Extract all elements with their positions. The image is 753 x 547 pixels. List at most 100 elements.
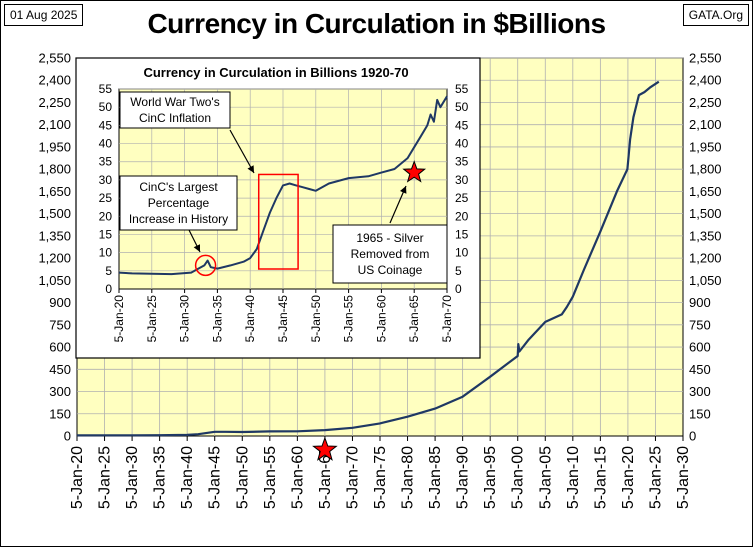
y-tick-label-right: 600 bbox=[689, 340, 711, 355]
inset-x-tick-label: 5-Jan-60 bbox=[374, 295, 388, 343]
x-tick-label: 5-Jan-65 bbox=[317, 446, 334, 509]
y-tick-label-right: 1,050 bbox=[689, 273, 722, 288]
y-tick-label-left: 2,250 bbox=[38, 95, 71, 110]
x-tick-label: 5-Jan-45 bbox=[207, 446, 224, 509]
y-tick-label-left: 1,950 bbox=[38, 139, 71, 154]
annotation-ww2: World War Two's CinC Inflation bbox=[119, 91, 231, 129]
annotation-largest-text: CinC's Largest bbox=[139, 180, 218, 194]
inset-y-tick-right: 55 bbox=[455, 82, 469, 96]
y-tick-label-left: 1,350 bbox=[38, 228, 71, 243]
x-tick-label: 5-Jan-00 bbox=[510, 446, 527, 509]
inset-y-tick-right: 20 bbox=[455, 209, 469, 223]
y-tick-label-right: 2,100 bbox=[689, 117, 722, 132]
y-tick-label-left: 150 bbox=[49, 406, 71, 421]
x-tick-label: 5-Jan-90 bbox=[455, 446, 472, 509]
largest-increase-circle bbox=[194, 254, 217, 277]
annotation-largest-box bbox=[119, 175, 238, 231]
x-tick-label: 5-Jan-15 bbox=[592, 446, 609, 509]
inset-y-tick-left: 10 bbox=[99, 246, 113, 260]
chart-title: Currency in Curculation in $Billions bbox=[147, 8, 606, 39]
y-tick-label-right: 2,400 bbox=[689, 73, 722, 88]
y-tick-label-right: 0 bbox=[689, 429, 696, 444]
inset-x-tick-label: 5-Jan-35 bbox=[210, 295, 224, 343]
x-tick-label: 5-Jan-25 bbox=[648, 446, 665, 509]
inset-x-tick-label: 5-Jan-20 bbox=[112, 295, 126, 343]
x-tick-label: 5-Jan-20 bbox=[69, 446, 86, 509]
y-tick-label-left: 450 bbox=[49, 362, 71, 377]
inset-y-tick-left: 55 bbox=[99, 82, 113, 96]
inset-x-tick-label: 5-Jan-70 bbox=[440, 295, 454, 343]
inset-y-tick-right: 15 bbox=[455, 227, 469, 241]
y-tick-label-left: 1,200 bbox=[38, 251, 71, 266]
y-tick-label-right: 2,550 bbox=[689, 51, 722, 66]
annotation-silver-text: Removed from bbox=[351, 247, 430, 261]
annotation-ww2-text: World War Two's bbox=[130, 95, 219, 109]
inset-y-tick-left: 5 bbox=[105, 264, 112, 278]
inset-y-tick-left: 35 bbox=[99, 155, 113, 169]
y-tick-label-left: 2,100 bbox=[38, 117, 71, 132]
annotation-silver-text: 1965 - Silver bbox=[356, 231, 423, 245]
inset-silver-star bbox=[402, 160, 427, 183]
arrow-silver-head bbox=[400, 186, 407, 194]
x-tick-label: 5-Jan-80 bbox=[400, 446, 417, 509]
inset-currency-line bbox=[118, 95, 448, 276]
source-label: GATA.Org bbox=[682, 4, 749, 26]
inset-y-tick-left: 50 bbox=[99, 100, 113, 114]
arrow-ww2-head bbox=[247, 165, 254, 173]
x-tick-label: 5-Jan-95 bbox=[482, 446, 499, 509]
x-tick-label: 5-Jan-10 bbox=[565, 446, 582, 509]
inset-title: Currency in Curculation in Billions 1920… bbox=[143, 65, 408, 80]
x-tick-label: 5-Jan-85 bbox=[427, 446, 444, 509]
inset-y-tick-right: 10 bbox=[455, 246, 469, 260]
x-tick-label: 5-Jan-20 bbox=[620, 446, 637, 509]
y-tick-label-left: 2,550 bbox=[38, 51, 71, 66]
inset-y-tick-right: 0 bbox=[455, 282, 462, 296]
inset-x-tick-label: 5-Jan-65 bbox=[407, 295, 421, 343]
annotation-largest-text: Increase in History bbox=[129, 212, 228, 226]
inset-y-tick-right: 50 bbox=[455, 100, 469, 114]
annotation-silver-text: US Coinage bbox=[358, 263, 423, 277]
annotation-largest: CinC's Largest Percentage Increase in Hist… bbox=[119, 175, 238, 231]
x-tick-label: 5-Jan-05 bbox=[537, 446, 554, 509]
y-tick-label-right: 150 bbox=[689, 406, 711, 421]
ww2-highlight-box bbox=[257, 173, 299, 270]
x-tick-label: 5-Jan-70 bbox=[345, 446, 362, 509]
y-tick-label-left: 900 bbox=[49, 295, 71, 310]
silver-1965-star bbox=[312, 436, 338, 461]
y-tick-label-left: 1,650 bbox=[38, 184, 71, 199]
y-tick-label-right: 1,650 bbox=[689, 184, 722, 199]
inset-y-tick-right: 35 bbox=[455, 155, 469, 169]
annotation-largest-text: Percentage bbox=[148, 196, 210, 210]
y-tick-label-right: 750 bbox=[689, 317, 711, 332]
x-tick-label: 5-Jan-60 bbox=[289, 446, 306, 509]
annotation-silver-box bbox=[332, 224, 448, 284]
inset-y-tick-right: 40 bbox=[455, 137, 469, 151]
y-tick-label-right: 1,950 bbox=[689, 139, 722, 154]
y-tick-label-left: 0 bbox=[64, 429, 71, 444]
y-tick-label-left: 300 bbox=[49, 384, 71, 399]
y-tick-label-right: 900 bbox=[689, 295, 711, 310]
y-tick-label-right: 1,800 bbox=[689, 162, 722, 177]
inset-x-tick-label: 5-Jan-40 bbox=[243, 295, 257, 343]
y-tick-label-left: 750 bbox=[49, 317, 71, 332]
inset-y-tick-right: 5 bbox=[455, 264, 462, 278]
y-tick-label-left: 1,800 bbox=[38, 162, 71, 177]
y-tick-label-right: 1,200 bbox=[689, 251, 722, 266]
y-tick-label-left: 2,400 bbox=[38, 73, 71, 88]
inset-y-tick-left: 45 bbox=[99, 118, 113, 132]
inset-y-tick-right: 25 bbox=[455, 191, 469, 205]
y-tick-label-right: 2,250 bbox=[689, 95, 722, 110]
x-tick-label: 5-Jan-75 bbox=[372, 446, 389, 509]
inset-y-tick-left: 15 bbox=[99, 227, 113, 241]
inset-x-tick-label: 5-Jan-25 bbox=[145, 295, 159, 343]
inset-y-tick-left: 40 bbox=[99, 137, 113, 151]
inset-x-tick-label: 5-Jan-50 bbox=[309, 295, 323, 343]
x-tick-label: 5-Jan-25 bbox=[97, 446, 114, 509]
annotation-ww2-text: CinC Inflation bbox=[139, 111, 211, 125]
x-tick-label: 5-Jan-55 bbox=[262, 446, 279, 509]
annotation-silver: 1965 - Silver Removed from US Coinage bbox=[332, 224, 448, 284]
inset-x-tick-label: 5-Jan-45 bbox=[276, 295, 290, 343]
y-tick-label-right: 300 bbox=[689, 384, 711, 399]
currency-line bbox=[77, 80, 660, 437]
